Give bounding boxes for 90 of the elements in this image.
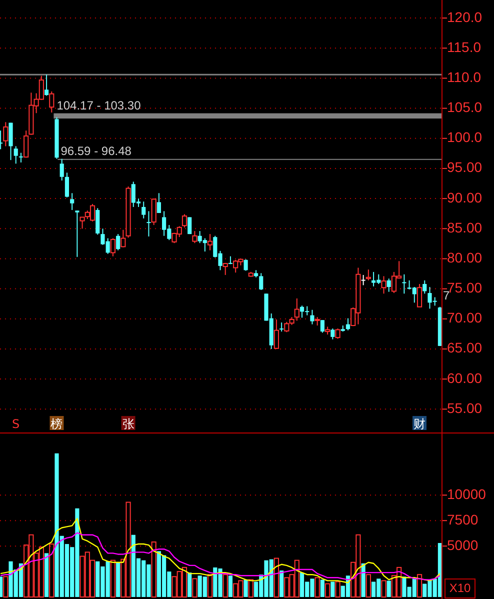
- y-tick-label: 65.00: [447, 340, 482, 356]
- candlestick: [422, 280, 427, 294]
- annotation: S: [12, 417, 20, 431]
- y-tick-label: 100.0: [447, 129, 482, 146]
- bar: [320, 580, 324, 597]
- bar: [244, 580, 248, 597]
- candlestick: [274, 318, 279, 350]
- y-tick-label: 110.0: [447, 68, 482, 85]
- bar: [188, 572, 192, 597]
- candlestick: [116, 234, 120, 251]
- bar: [192, 578, 198, 598]
- text: 7: [443, 288, 450, 302]
- candlestick: [151, 198, 156, 226]
- bar: [207, 574, 213, 598]
- candlestick: [188, 216, 192, 235]
- bar: [116, 562, 120, 597]
- candlestick: [402, 274, 406, 294]
- candlestick: [416, 283, 422, 308]
- y-tick-label: 55.00: [447, 400, 482, 416]
- candlestick: [381, 276, 386, 294]
- y-tick-label: 75.00: [447, 280, 482, 296]
- y-tick-label: 95.00: [447, 159, 482, 176]
- bar: [151, 541, 156, 598]
- candlestick: [8, 122, 13, 161]
- y-tick-label: 90.00: [447, 189, 482, 206]
- candlestick: [346, 318, 350, 331]
- bar: [44, 553, 49, 597]
- bar: [222, 574, 228, 598]
- line-series: [0, 518, 441, 584]
- candlestick: [75, 210, 80, 258]
- candlestick: [44, 74, 49, 96]
- candlestick: [60, 158, 64, 181]
- bar: [366, 574, 371, 598]
- bar: [49, 544, 54, 598]
- candlestick: [361, 274, 366, 286]
- bar: [280, 570, 284, 597]
- candlestick: [192, 230, 198, 244]
- candlestick: [207, 234, 213, 251]
- candlestick: [330, 328, 335, 340]
- candlestick: [70, 192, 74, 210]
- candlestick: [294, 298, 300, 322]
- bar: [361, 563, 366, 597]
- bar: [325, 583, 330, 598]
- candlestick: [110, 238, 116, 257]
- bar: [228, 576, 233, 597]
- candlestick: [156, 192, 161, 214]
- y-tick-label: 80.00: [447, 249, 482, 266]
- y-tick-label: 120.0: [447, 8, 482, 25]
- y-tick-label: 5000: [447, 536, 478, 553]
- candlestick: [18, 152, 24, 163]
- bar: [335, 581, 340, 598]
- y-tick-label: 115.0: [447, 38, 482, 55]
- y-tick-label: 85.00: [447, 219, 482, 236]
- candlestick: [335, 328, 340, 340]
- bar: [386, 580, 391, 597]
- candlestick: [3, 122, 8, 147]
- candlestick: [14, 146, 18, 164]
- bar: [314, 577, 320, 598]
- band-label: 96.59 - 96.48: [60, 144, 132, 158]
- candlestick: [182, 214, 188, 228]
- bar: [330, 582, 335, 597]
- candlestick: [146, 210, 151, 237]
- candlestick: [120, 229, 126, 248]
- candlestick: [259, 272, 264, 291]
- bar: [381, 580, 386, 598]
- line-series: [0, 532, 441, 580]
- bar: [110, 560, 116, 598]
- candlestick: [320, 320, 324, 334]
- candlestick: [96, 208, 100, 236]
- band-label: 104.17 - 103.30: [56, 98, 142, 112]
- y-tick-label: 105.0: [447, 99, 482, 116]
- y-tick-label: 60.00: [447, 370, 482, 386]
- bar: [416, 574, 422, 598]
- candlestick: [24, 130, 29, 158]
- y-tick-label: 10000: [447, 486, 486, 502]
- candlestick: [142, 201, 146, 219]
- candlestick: [366, 269, 371, 281]
- y-axis-title: X10: [449, 581, 471, 596]
- candlestick: [386, 278, 391, 292]
- candlestick: [244, 258, 248, 272]
- candlestick: [49, 90, 54, 114]
- candlestick: [310, 309, 314, 325]
- y-tick-label: 7500: [447, 511, 478, 528]
- candlestick: [222, 262, 228, 276]
- candlestick: [280, 322, 284, 332]
- bar: [274, 558, 279, 598]
- candlestick: [64, 172, 70, 198]
- y-tick-label: 70.00: [447, 310, 482, 326]
- bar: [3, 576, 8, 598]
- bar: [248, 579, 254, 598]
